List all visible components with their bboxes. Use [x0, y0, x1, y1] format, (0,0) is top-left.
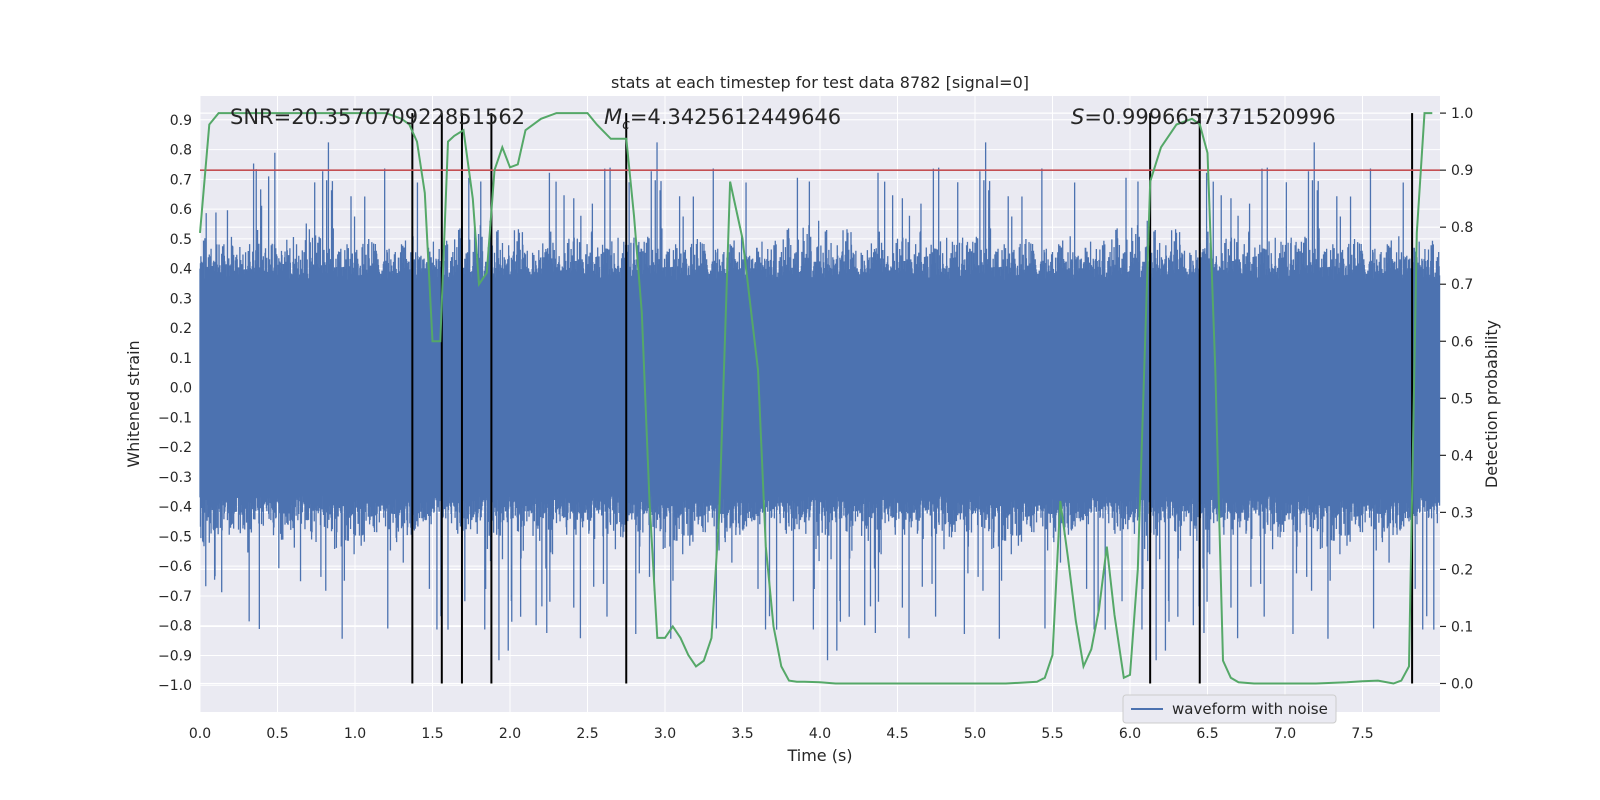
y-right-tick-label: 0.0: [1451, 676, 1473, 692]
legend-box: [1122, 694, 1337, 724]
y-right-tick-label: 0.1: [1451, 619, 1473, 635]
y-left-tick-label: 0.4: [170, 262, 192, 278]
chirp-mass-subscript: c: [622, 117, 630, 133]
chart-title: stats at each timestep for test data 878…: [611, 73, 1029, 92]
chirp-mass-symbol: M: [604, 105, 622, 129]
y-right-tick-label: 0.9: [1451, 163, 1473, 179]
x-tick-label: 6.0: [1119, 726, 1141, 742]
y-left-tick-label: −0.9: [158, 648, 192, 664]
y-right-tick-label: 0.6: [1451, 334, 1473, 350]
chirp-mass-annotation: Mc=4.3425612449646: [604, 105, 841, 133]
y-left-tick-label: 0.0: [170, 381, 192, 397]
x-tick-label: 5.5: [1041, 726, 1063, 742]
chirp-mass-value: =4.3425612449646: [630, 105, 841, 129]
x-tick-label: 1.0: [344, 726, 366, 742]
y-axis-right-label: Detection probability: [1482, 320, 1501, 488]
x-tick-label: 1.5: [421, 726, 443, 742]
y-axis-left-label: Whitened strain: [124, 340, 143, 467]
y-left-tick-label: 0.3: [170, 291, 192, 307]
y-right-tick-label: 0.4: [1451, 448, 1473, 464]
x-tick-label: 7.0: [1274, 726, 1296, 742]
y-axis-left: 0.9 0.8 0.7 0.6 0.5 0.4 0.3 0.2 0.1 0.0 −0.1 −0.2 −0…: [158, 113, 192, 694]
y-left-tick-label: 0.1: [170, 351, 192, 367]
x-tick-label: 3.5: [731, 726, 753, 742]
score-value: =0.9996657371520996: [1084, 105, 1335, 129]
waveform-line: [199, 142, 1441, 661]
y-left-tick-label: −0.1: [158, 410, 192, 426]
x-tick-label: 5.0: [964, 726, 986, 742]
y-right-tick-label: 0.3: [1451, 505, 1473, 521]
x-tick-label: 0.0: [189, 726, 211, 742]
x-tick-label: 2.0: [499, 726, 521, 742]
y-left-tick-label: −1.0: [158, 678, 192, 694]
x-tick-label: 2.5: [576, 726, 598, 742]
x-tick-label: 4.0: [809, 726, 831, 742]
y-right-tick-label: 0.5: [1451, 391, 1473, 407]
y-left-tick-label: −0.7: [158, 589, 192, 605]
y-right-tick-label: 0.8: [1451, 220, 1473, 236]
x-tick-label: 0.5: [266, 726, 288, 742]
x-axis: 0.0 0.5 1.0 1.5 2.0 2.5 3.0 3.5 4.0 4.5 5.0 5.5 6.0 6…: [189, 726, 1374, 742]
y-left-tick-label: 0.5: [170, 232, 192, 248]
y-right-tick-label: 0.2: [1451, 562, 1473, 578]
x-axis-label: Time (s): [786, 746, 852, 765]
y-left-tick-label: −0.4: [158, 500, 192, 516]
waveform-series: [199, 142, 1441, 661]
y-left-tick-label: −0.2: [158, 440, 192, 456]
x-tick-label: 3.0: [654, 726, 676, 742]
y-left-tick-label: −0.3: [158, 470, 192, 486]
legend-label: waveform with noise: [1172, 700, 1328, 718]
y-left-tick-label: 0.9: [170, 113, 192, 129]
probability-series-line: [199, 112, 1433, 685]
x-tick-label: 4.5: [886, 726, 908, 742]
legend: waveform with noise: [1122, 694, 1337, 724]
score-symbol: S: [1071, 105, 1084, 129]
y-right-tick-label: 1.0: [1451, 106, 1473, 122]
y-right-tick-label: 0.7: [1451, 277, 1473, 293]
y-left-tick-label: −0.6: [158, 559, 192, 575]
y-left-tick-label: 0.2: [170, 321, 192, 337]
y-axis-right: 1.0 0.9 0.8 0.7 0.6 0.5 0.4 0.3 0.2 0.1 0.0: [1440, 106, 1473, 692]
score-annotation: S=0.9996657371520996: [1071, 105, 1336, 129]
y-left-tick-label: −0.8: [158, 619, 192, 635]
y-left-tick-label: 0.8: [170, 143, 192, 159]
x-tick-label: 6.5: [1196, 726, 1218, 742]
y-left-tick-label: 0.6: [170, 202, 192, 218]
y-left-tick-label: −0.5: [158, 529, 192, 545]
snr-annotation: SNR=20.357070922851562: [230, 105, 525, 129]
x-tick-label: 7.5: [1351, 726, 1373, 742]
y-left-tick-label: 0.7: [170, 172, 192, 188]
